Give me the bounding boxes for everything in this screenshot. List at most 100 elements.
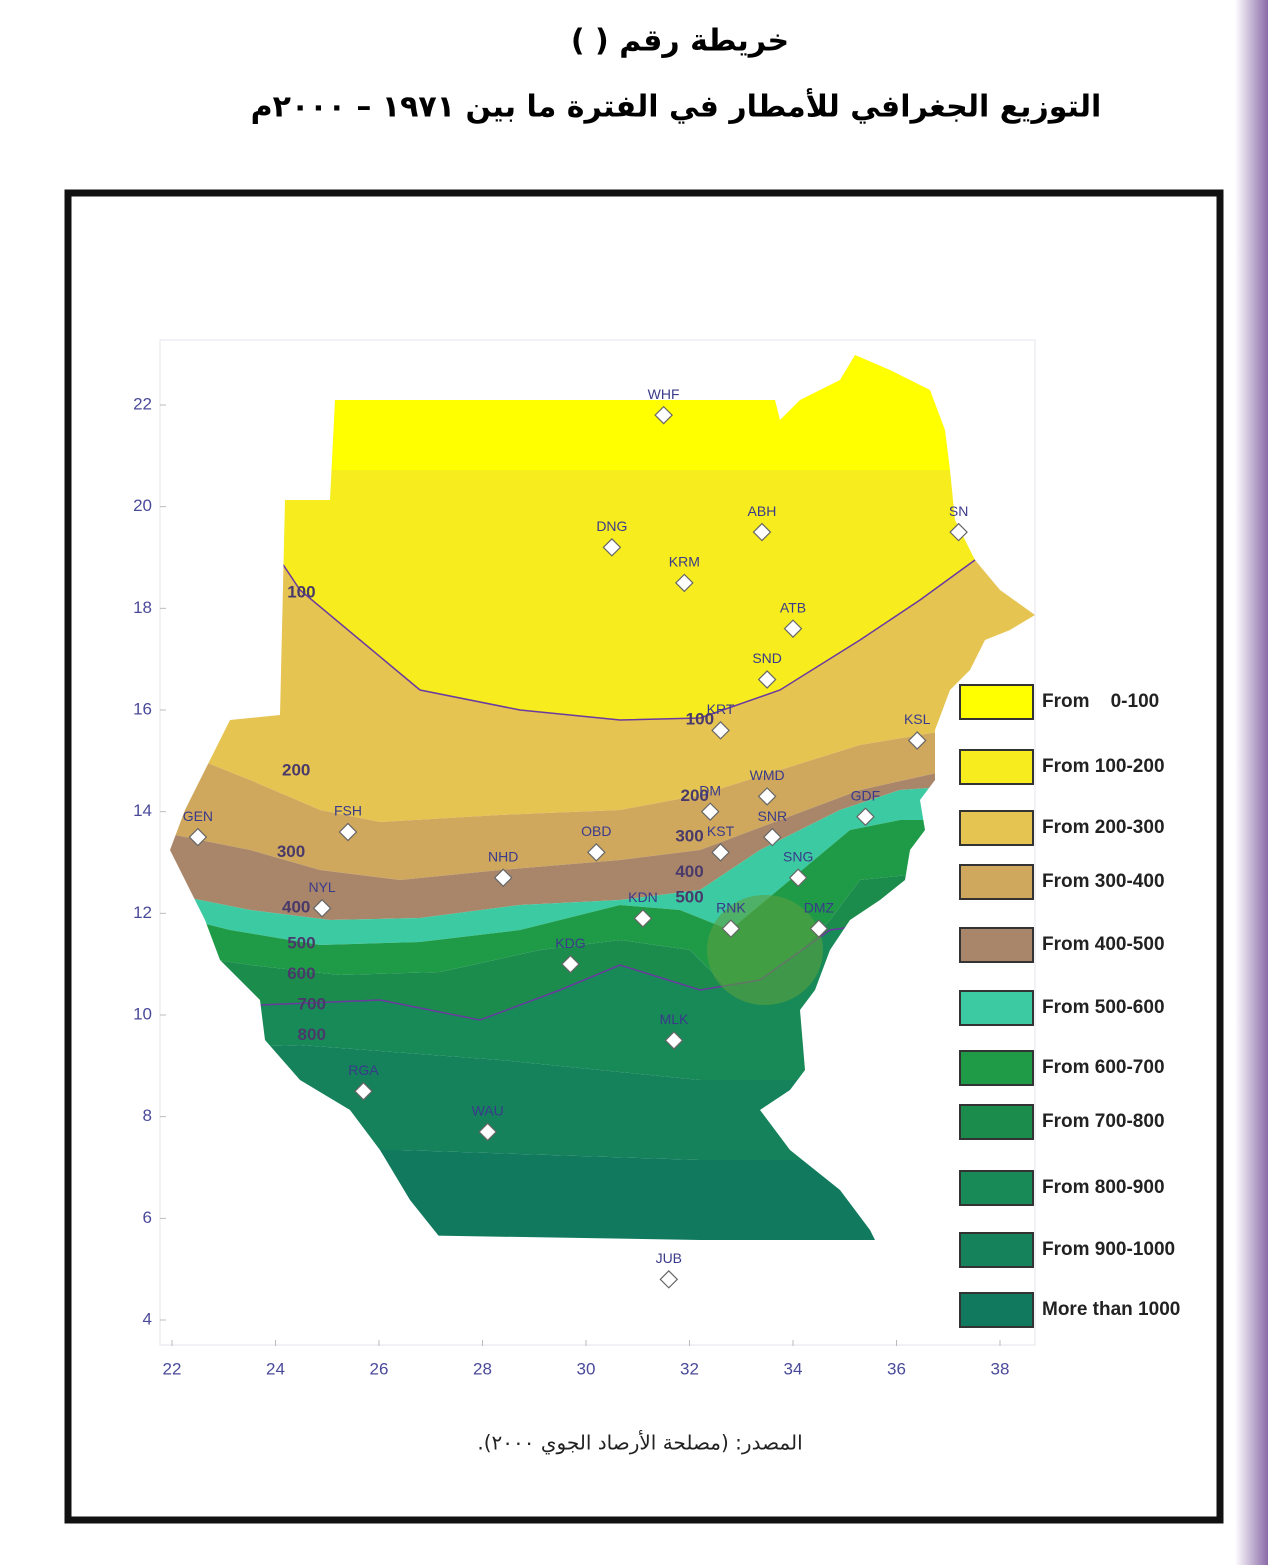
station-marker (354, 1081, 373, 1101)
rainfall-band (170, 540, 1035, 822)
station-label: KRT (707, 701, 735, 717)
legend-swatch (959, 1170, 1034, 1206)
legend-label: From 200-300 (1042, 817, 1165, 838)
station-label: SND (752, 650, 782, 666)
station-marker (757, 670, 777, 689)
legend-swatch (959, 1292, 1034, 1328)
station-label: DMZ (804, 899, 835, 915)
frame (64, 189, 1224, 1524)
station-label: WMD (750, 767, 785, 783)
contour-label: 400 (675, 862, 703, 881)
rainfall-band (170, 860, 1035, 1020)
legend-swatch (959, 1050, 1034, 1086)
y-tick-label: 18 (133, 598, 152, 617)
contour-label: 200 (282, 760, 310, 779)
station-marker (757, 787, 777, 806)
station-marker (587, 842, 606, 862)
station-label: SN (949, 503, 968, 519)
y-tick-label: 22 (133, 394, 152, 413)
legend-swatch (959, 684, 1034, 720)
x-tick-label: 24 (266, 1359, 285, 1378)
rainfall-band (170, 470, 1035, 720)
station-label: ATB (780, 599, 806, 615)
station-marker (711, 720, 730, 740)
legend-swatch (959, 990, 1034, 1026)
legend-label: From 300-400 (1042, 871, 1165, 892)
station-label: WHF (648, 386, 680, 402)
rainfall-band (170, 1150, 1035, 1240)
contour-label: 300 (675, 827, 703, 846)
station-label: RNK (716, 899, 746, 915)
legend-swatch (959, 749, 1034, 785)
legend-swatch (959, 1104, 1034, 1140)
station-label: NHD (488, 848, 518, 864)
legend-swatch (959, 927, 1034, 963)
contour-label: 300 (277, 842, 305, 861)
legend-swatch (959, 1232, 1034, 1268)
station-label: NYL (308, 879, 335, 895)
x-tick-label: 28 (473, 1359, 492, 1378)
x-tick-label: 34 (784, 1359, 803, 1378)
source-note: المصدر: (مصلحة الأرصاد الجوي ٢٠٠٠). (477, 1431, 802, 1456)
station-marker (674, 573, 694, 593)
x-tick-label: 38 (991, 1359, 1010, 1378)
x-tick-label: 32 (680, 1359, 699, 1378)
station-label: KDG (555, 935, 585, 951)
station-marker (700, 802, 720, 822)
legend-label: From 0-100 (1042, 691, 1159, 712)
legend-label: From 700-800 (1042, 1111, 1165, 1132)
station-marker (478, 1122, 498, 1142)
x-tick-label: 36 (887, 1359, 906, 1378)
station-label: MLK (660, 1011, 689, 1027)
station-marker (949, 522, 968, 542)
station-marker (752, 522, 772, 542)
station-marker (856, 807, 875, 827)
station-label: KST (707, 823, 735, 839)
station-label: OBD (581, 823, 611, 839)
station-marker (809, 919, 829, 938)
station-marker (188, 827, 208, 847)
station-marker (907, 731, 927, 750)
station-marker (664, 1031, 684, 1050)
contour-label: 100 (287, 583, 315, 602)
station-label: KRM (669, 554, 700, 570)
rainfall-band (170, 355, 1035, 470)
legend-label: From 800-900 (1042, 1177, 1165, 1198)
station-marker (788, 868, 808, 888)
legend-label: From 600-700 (1042, 1057, 1165, 1078)
station-marker (338, 822, 358, 842)
y-tick-label: 14 (133, 801, 152, 820)
legend-swatch (959, 864, 1034, 900)
station-label: WAU (472, 1103, 504, 1119)
y-tick-label: 12 (133, 903, 152, 922)
station-marker (721, 919, 741, 938)
rainfall-band (170, 780, 1035, 945)
station-label: DM (699, 782, 721, 798)
legend-swatch (959, 810, 1034, 846)
station-marker (783, 619, 803, 639)
station-marker (561, 954, 580, 974)
y-tick-label: 16 (133, 699, 152, 718)
station-label: GEN (183, 808, 213, 824)
rainfall-band (170, 820, 1035, 1000)
station-label: FSH (334, 803, 362, 819)
overlay: 22 24 26 28 30 32 34 36 38 4 6 8 10 12 14 16 18 20 22 100 10… (133, 386, 1180, 1379)
station-marker (659, 1269, 679, 1289)
x-tick-label: 26 (370, 1359, 389, 1378)
legend-label: From 500-600 (1042, 997, 1165, 1018)
legend-label: From 900-1000 (1042, 1239, 1175, 1260)
station-label: ABH (748, 503, 777, 519)
station-marker (654, 405, 673, 425)
station-label: JUB (656, 1250, 682, 1266)
isohyet (170, 539, 1035, 721)
rainfall-bands (170, 355, 1035, 1240)
y-tick-label: 4 (143, 1309, 152, 1328)
station-marker (711, 842, 730, 862)
station-label: RGA (348, 1062, 379, 1078)
station-label: DNG (596, 518, 627, 534)
contour-label: 500 (675, 888, 703, 907)
contour-label: 200 (680, 786, 708, 805)
contour-label: 700 (298, 994, 326, 1013)
station-marker (602, 537, 622, 557)
station-marker (312, 898, 332, 918)
